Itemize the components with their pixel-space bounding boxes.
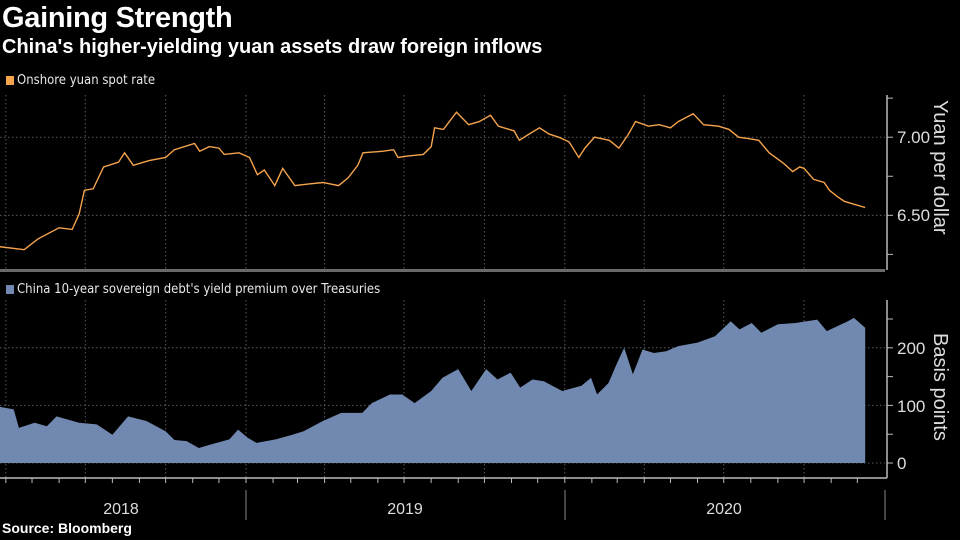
xtick-2020: 2020 (706, 501, 742, 518)
ytick-6.50: 6.50 (897, 206, 930, 225)
ytick-0: 0 (897, 454, 906, 473)
xtick-2018: 2018 (103, 501, 139, 518)
ytick-200: 200 (897, 339, 925, 358)
xtick-2019: 2019 (387, 501, 423, 518)
legend-label-yuan: Onshore yuan spot rate (17, 73, 156, 88)
panel-separator (0, 269, 885, 272)
chart-title: Gaining Strength (2, 2, 233, 34)
legend-premium: China 10-year sovereign debt's yield pre… (6, 282, 380, 297)
source-note: Source: Bloomberg (2, 520, 132, 536)
legend-swatch-premium (6, 285, 14, 294)
legend-swatch-yuan (6, 76, 14, 85)
yuan-line (0, 111, 866, 251)
ytick-7.00: 7.00 (897, 128, 930, 147)
chart-subtitle: China's higher-yielding yuan assets draw… (2, 36, 543, 58)
yaxis-title-yuan: Yuan per dollar (929, 100, 951, 235)
top-grid (0, 95, 885, 270)
legend-label-premium: China 10-year sovereign debt's yield pre… (17, 282, 381, 297)
ytick-100: 100 (897, 397, 925, 416)
yaxis-title-bp: Basis points (929, 333, 951, 441)
premium-area (0, 317, 866, 464)
legend-yuan: Onshore yuan spot rate (6, 73, 155, 88)
axes (0, 95, 893, 520)
